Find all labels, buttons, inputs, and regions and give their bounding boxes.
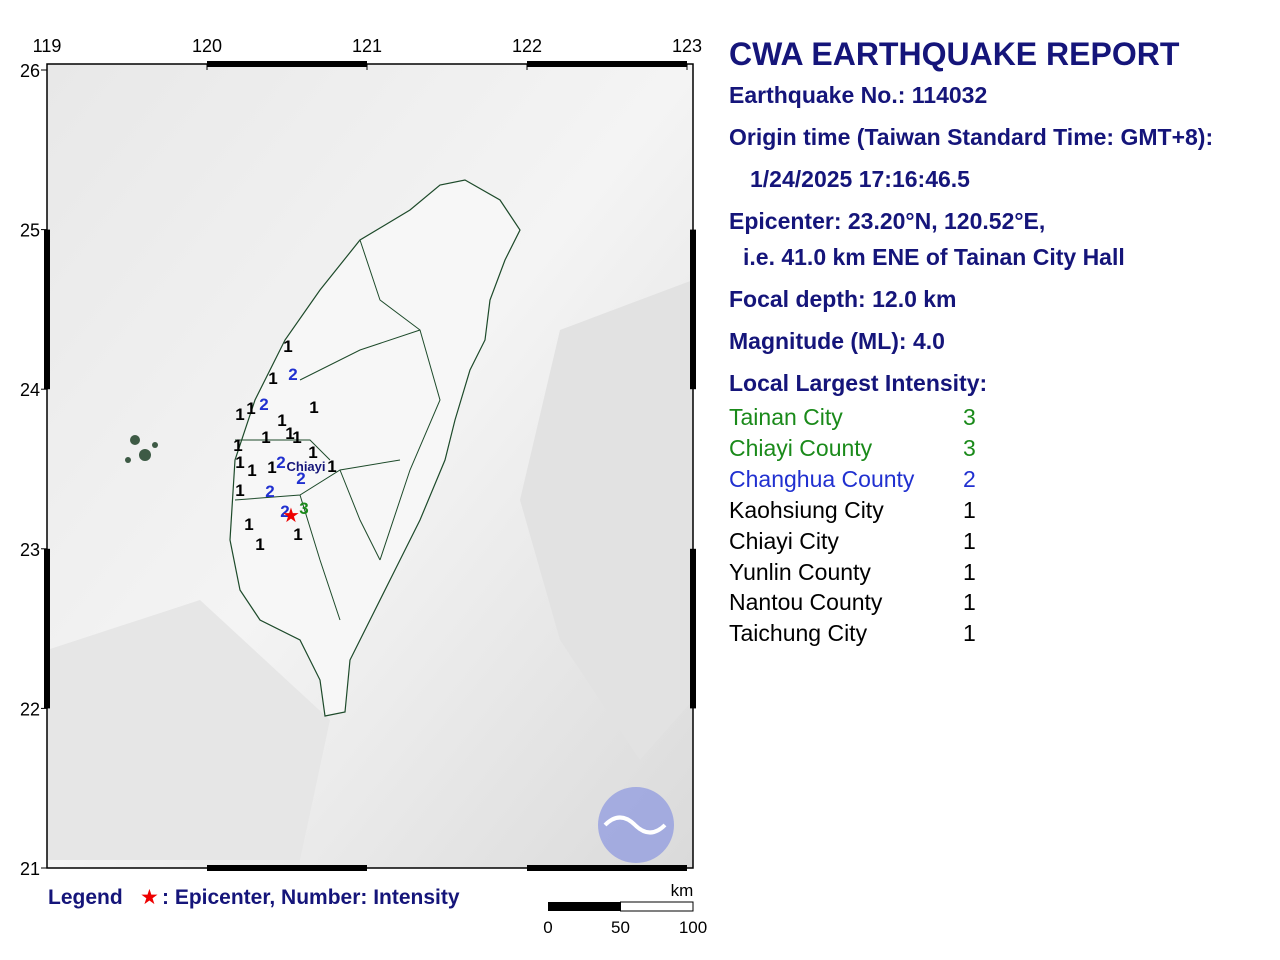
intensity-label: 1 (309, 398, 318, 417)
intensity-label: 1 (283, 337, 292, 356)
focal-depth: Focal depth: 12.0 km (729, 286, 957, 312)
lat-tick-label: 26 (20, 61, 40, 81)
intensity-label: 1 (246, 399, 255, 418)
intensity-area: Changhua County (729, 465, 915, 492)
lat-tick-label: 24 (20, 380, 40, 400)
relief (47, 600, 330, 860)
intensity-area: Chiayi County (729, 434, 873, 461)
intensity-value: 1 (963, 558, 976, 585)
intensity-title: Local Largest Intensity: (729, 370, 988, 396)
lon-tick-label: 122 (512, 36, 542, 56)
intensity-value: 2 (963, 465, 976, 492)
intensity-label: 1 (292, 428, 301, 447)
legend-title: Legend (48, 886, 123, 909)
county-borders (234, 239, 441, 621)
scale-bar (620, 901, 694, 912)
magnitude: Magnitude (ML): 4.0 (729, 328, 945, 354)
intensity-area: Tainan City (729, 404, 843, 430)
intensity-label: 1 (247, 461, 256, 480)
intensity-label: 1 (327, 457, 336, 476)
intensity-label: 2 (276, 453, 285, 472)
lon-tick-label: 123 (672, 36, 702, 56)
intensity-label: 1 (235, 481, 244, 500)
intensity-value: 1 (963, 527, 976, 554)
intensity-area: Kaohsiung City (729, 496, 884, 523)
intensity-label: 1 (235, 405, 244, 424)
frame-segment (527, 865, 687, 871)
frame-segment (690, 229, 696, 390)
frame-segment (44, 229, 50, 390)
intensity-value: 3 (963, 404, 976, 430)
scale-label: 50 (611, 918, 630, 937)
penghu-islands (125, 435, 158, 463)
earthquake-no: Earthquake No.: 114032 (729, 82, 988, 108)
intensity-area: Yunlin County (729, 558, 871, 585)
intensity-value: 1 (963, 620, 976, 647)
origin-time: 1/24/2025 17:16:46.5 (750, 166, 970, 192)
epicenter-ref: i.e. 41.0 km ENE of Tainan City Hall (743, 244, 1125, 270)
lat-tick-label: 21 (20, 859, 40, 879)
lat-tick-label: 25 (20, 221, 40, 241)
intensity-label: 1 (268, 369, 277, 388)
intensity-label: 1 (244, 515, 253, 534)
lon-tick-label: 120 (192, 36, 222, 56)
scale-unit: km (671, 881, 694, 900)
intensity-label: 2 (259, 395, 268, 414)
report-title: CWA EARTHQUAKE REPORT (729, 36, 1180, 72)
intensity-area: Taichung City (729, 620, 868, 647)
frame-segment (690, 548, 696, 709)
intensity-value: 1 (963, 589, 976, 616)
intensity-label: 3 (299, 499, 308, 518)
lat-tick-label: 22 (20, 699, 40, 719)
epicenter-star: ★ (282, 505, 300, 527)
relief (520, 280, 693, 760)
intensity-label: 1 (235, 453, 244, 472)
map-frame (46, 63, 694, 869)
lat-tick-label: 23 (20, 540, 40, 560)
frame-segment (207, 61, 367, 67)
scale-bar (548, 902, 621, 911)
epicenter: Epicenter: 23.20°N, 120.52°E, (729, 208, 1046, 234)
intensity-label: 1 (277, 411, 286, 430)
lon-tick-label: 119 (33, 36, 62, 56)
intensity-label: 1 (255, 535, 264, 554)
intensity-area: Chiayi City (729, 527, 839, 554)
frame-segment (207, 865, 367, 871)
intensity-area: Nantou County (729, 589, 883, 616)
intensity-label: 1 (285, 424, 294, 443)
taiwan-outline (229, 179, 521, 717)
intensity-label: 1 (293, 525, 302, 544)
intensity-value: 1 (963, 496, 976, 523)
frame-segment (527, 61, 687, 67)
intensity-label: 2 (265, 482, 274, 501)
intensity-label: 1 (267, 458, 276, 477)
intensity-label: 2 (288, 365, 297, 384)
intensity-label: 1 (233, 436, 242, 455)
legend-text: : Epicenter, Number: Intensity (162, 886, 460, 909)
intensity-label: 1 (308, 443, 317, 462)
map: Legend ★ : Epicenter, Number: Intensity … (20, 36, 707, 937)
intensity-value: 3 (963, 434, 976, 461)
city-label: Chiayi (286, 459, 325, 474)
legend-symbol: ★ (140, 886, 159, 909)
cwa-logo (603, 815, 667, 835)
scale-label: 100 (679, 918, 707, 937)
intensity-label: 1 (261, 428, 270, 447)
intensity-label: 2 (280, 502, 289, 521)
intensity-label: 2 (296, 469, 305, 488)
origin-time-label: Origin time (Taiwan Standard Time: GMT+8… (729, 124, 1214, 150)
scale-label: 0 (543, 918, 552, 937)
lon-tick-label: 121 (352, 36, 382, 56)
frame-segment (44, 548, 50, 709)
